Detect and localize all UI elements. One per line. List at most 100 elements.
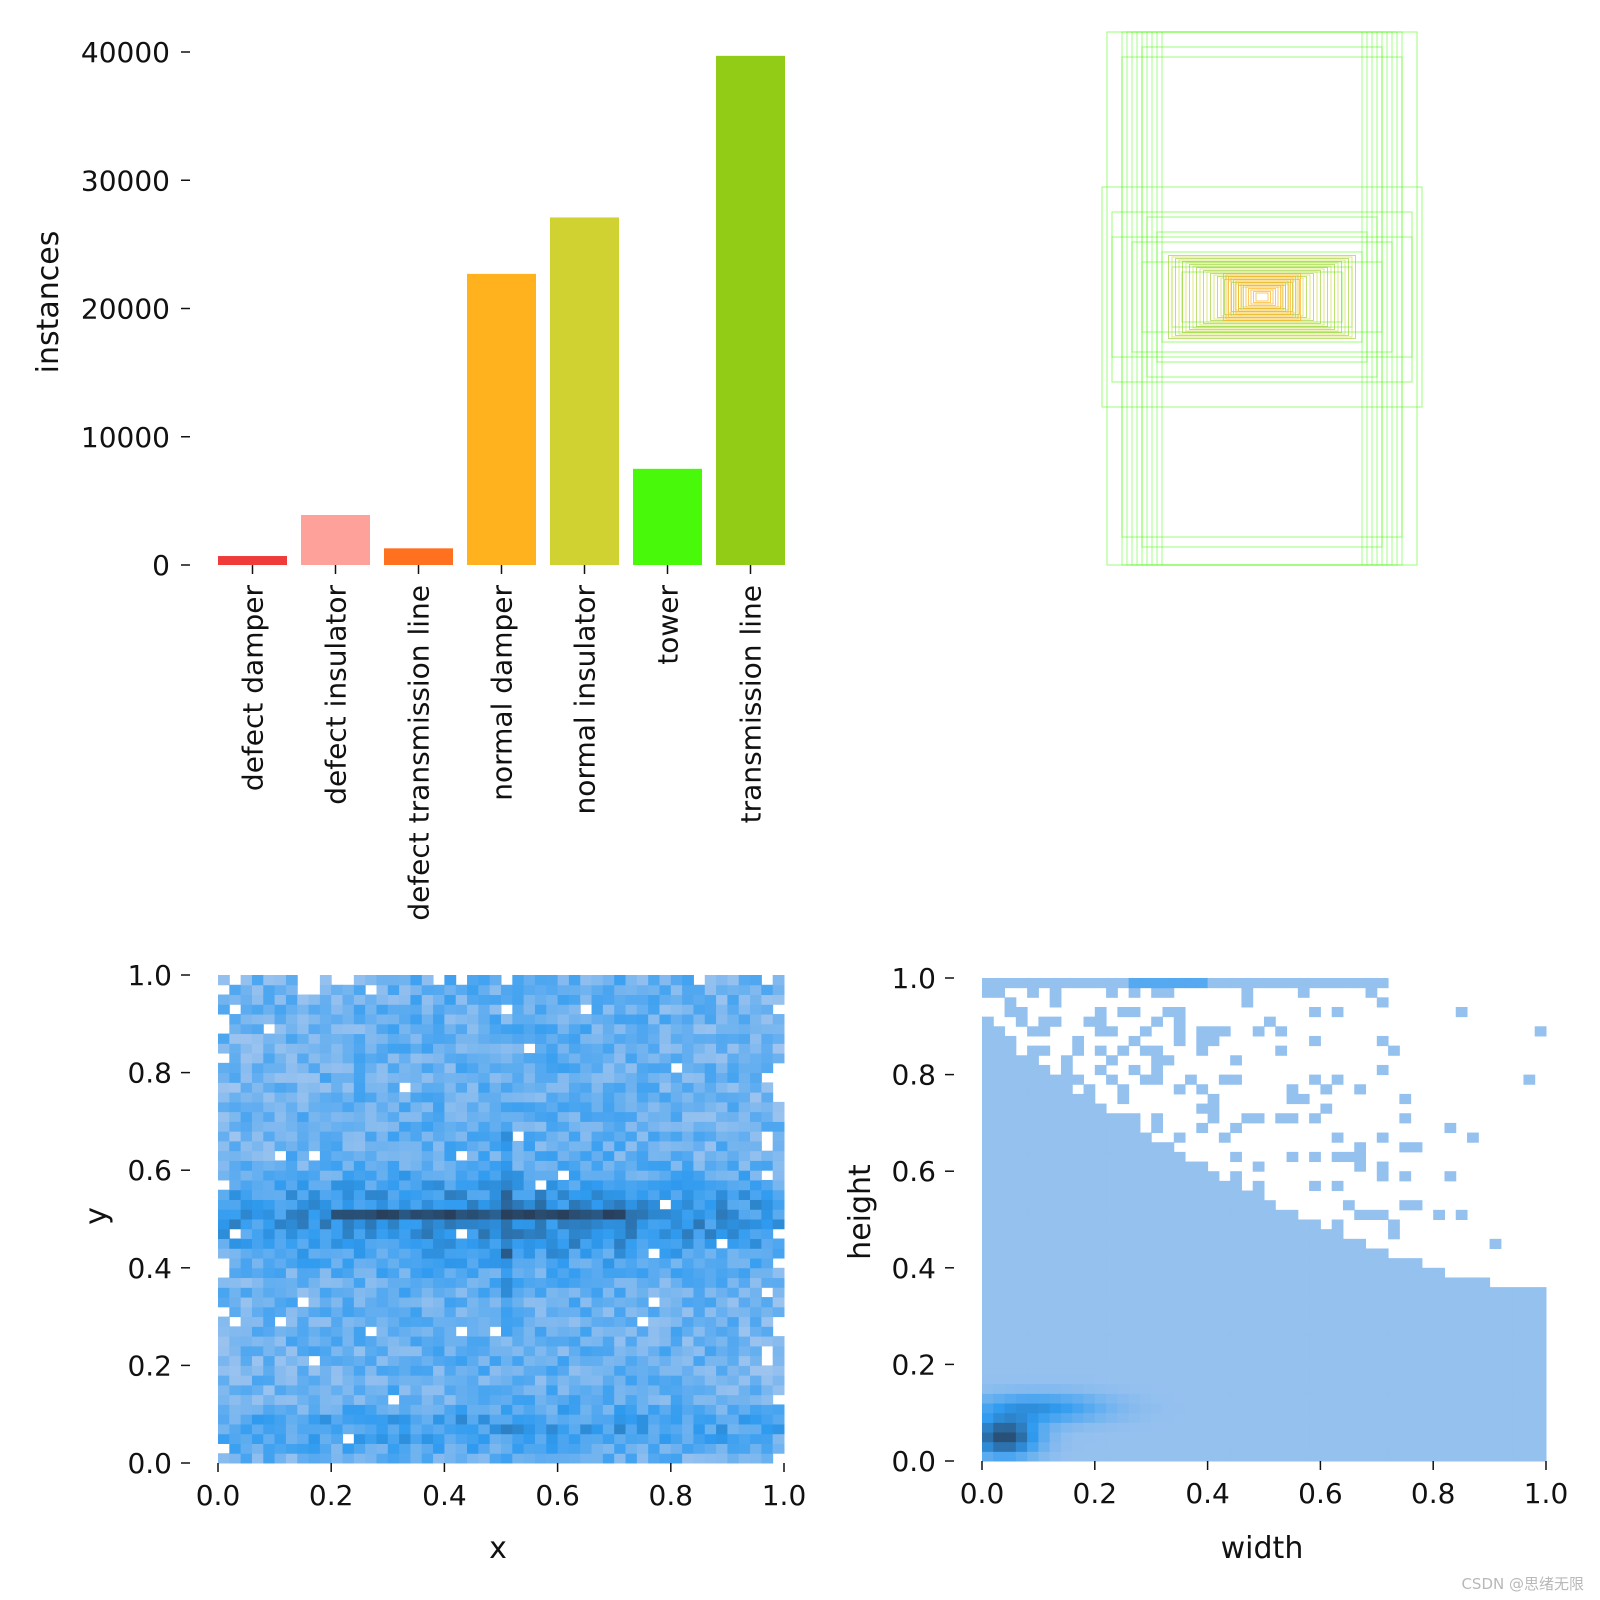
heatmap-cell xyxy=(1004,1354,1017,1365)
heatmap-cell xyxy=(670,1033,683,1044)
heatmap-cell xyxy=(993,1190,1006,1201)
heatmap-cell xyxy=(285,1033,298,1044)
heatmap-cell xyxy=(1027,987,1039,998)
heatmap-cell xyxy=(1252,1422,1265,1433)
heatmap-cell xyxy=(1365,1248,1378,1259)
heatmap-cell xyxy=(1467,1364,1479,1375)
heatmap-cell xyxy=(433,1277,445,1288)
heatmap-cell xyxy=(1230,1383,1242,1394)
heatmap-cell xyxy=(1117,1006,1130,1018)
heatmap-cell xyxy=(353,1101,366,1113)
heatmap-cell xyxy=(1376,1374,1389,1385)
heatmap-cell xyxy=(727,1306,740,1318)
heatmap-cell xyxy=(1241,1451,1254,1462)
heatmap-cell xyxy=(1139,1219,1152,1230)
heatmap-cell xyxy=(534,1199,547,1210)
heatmap-cell xyxy=(274,1394,287,1405)
heatmap-cell xyxy=(229,1189,242,1200)
wh-x-axis-label: width xyxy=(1221,1531,1304,1566)
heatmap-cell xyxy=(1083,1093,1096,1105)
heatmap-cell xyxy=(659,1443,672,1454)
heatmap-cell xyxy=(1038,1316,1051,1327)
bar-x-ticks: defect damper defect insulator defect tran… xyxy=(237,565,768,921)
heatmap-cell xyxy=(1060,1422,1073,1433)
heatmap-cell xyxy=(1139,1200,1152,1211)
heatmap-cell xyxy=(546,1228,559,1240)
heatmap-cell xyxy=(659,1238,672,1249)
heatmap-cell xyxy=(557,1043,570,1054)
heatmap-cell xyxy=(580,1082,593,1093)
heatmap-cell xyxy=(1106,1055,1118,1066)
heatmap-cell xyxy=(591,1453,604,1464)
heatmap-cell xyxy=(353,1443,366,1454)
heatmap-cell xyxy=(319,1160,332,1171)
heatmap-cell xyxy=(342,1336,355,1347)
heatmap-cell xyxy=(704,1384,717,1396)
heatmap-cell xyxy=(625,1014,638,1025)
heatmap-cell xyxy=(297,1072,310,1083)
heatmap-cell xyxy=(251,1004,264,1015)
bar xyxy=(633,468,702,565)
heatmap-cell xyxy=(331,1121,344,1132)
heatmap-cell xyxy=(274,1365,287,1376)
heatmap-cell xyxy=(1309,1354,1321,1365)
heatmap-cell xyxy=(750,1053,762,1064)
heatmap-cell xyxy=(240,1277,253,1288)
heatmap-cell xyxy=(240,1131,253,1142)
heatmap-cell xyxy=(1072,1432,1085,1443)
heatmap-cell xyxy=(1365,1306,1378,1317)
heatmap-cell xyxy=(1512,1287,1524,1298)
heatmap-cell xyxy=(444,1014,457,1025)
heatmap-cell xyxy=(1331,1248,1344,1259)
heatmap-cell xyxy=(410,1248,423,1259)
heatmap-cell xyxy=(602,1121,615,1132)
heatmap-cell xyxy=(274,1248,287,1259)
heatmap-cell xyxy=(557,1306,570,1318)
heatmap-cell xyxy=(1128,1316,1141,1327)
heatmap-cell xyxy=(489,1375,502,1386)
heatmap-cell xyxy=(263,1365,276,1376)
heatmap-cell xyxy=(1410,1142,1423,1153)
heatmap-cell xyxy=(1218,1412,1231,1423)
heatmap-cell xyxy=(1162,1451,1175,1462)
heatmap-cell xyxy=(229,1443,242,1454)
heatmap-cell xyxy=(1038,1219,1051,1230)
heatmap-cell xyxy=(263,1170,276,1181)
heatmap-cell xyxy=(1342,1238,1355,1249)
heatmap-cell xyxy=(240,1443,253,1454)
heatmap-cell xyxy=(1230,1296,1242,1307)
heatmap-cell xyxy=(648,1404,660,1415)
heatmap-cell xyxy=(501,1267,513,1279)
heatmap-cell xyxy=(1286,1354,1299,1365)
heatmap-cell xyxy=(444,1453,457,1464)
heatmap-cell xyxy=(614,1355,627,1366)
heatmap-cell xyxy=(1342,1432,1355,1443)
heatmap-cell xyxy=(591,1336,604,1347)
heatmap-cell xyxy=(1230,1393,1242,1404)
heatmap-cell xyxy=(982,1316,994,1327)
heatmap-cell xyxy=(1049,1296,1062,1307)
heatmap-cell xyxy=(1151,1258,1163,1269)
heatmap-cell xyxy=(399,1023,411,1035)
heatmap-cell xyxy=(240,1111,253,1122)
heatmap-cell xyxy=(1320,1316,1333,1327)
heatmap-cell xyxy=(704,1248,717,1259)
heatmap-cell xyxy=(1117,1325,1130,1336)
heatmap-cell xyxy=(1038,1190,1051,1201)
heatmap-cell xyxy=(1173,1345,1186,1356)
heatmap-cell xyxy=(240,1014,253,1025)
heatmap-cell xyxy=(1185,1354,1197,1365)
heatmap-cell xyxy=(591,1209,604,1220)
heatmap-cell xyxy=(693,1033,706,1044)
heatmap-cell xyxy=(614,1433,627,1444)
heatmap-cell xyxy=(682,1179,694,1191)
heatmap-cell xyxy=(229,1082,242,1093)
heatmap-cell xyxy=(750,1375,762,1386)
heatmap-cell xyxy=(1331,1422,1344,1433)
heatmap-cell xyxy=(1173,1383,1186,1394)
heatmap-cell xyxy=(263,1355,276,1366)
heatmap-cell xyxy=(1433,1335,1445,1346)
heatmap-cell xyxy=(218,1072,230,1083)
heatmap-cell xyxy=(421,1199,434,1210)
heatmap-cell xyxy=(1027,1345,1039,1356)
